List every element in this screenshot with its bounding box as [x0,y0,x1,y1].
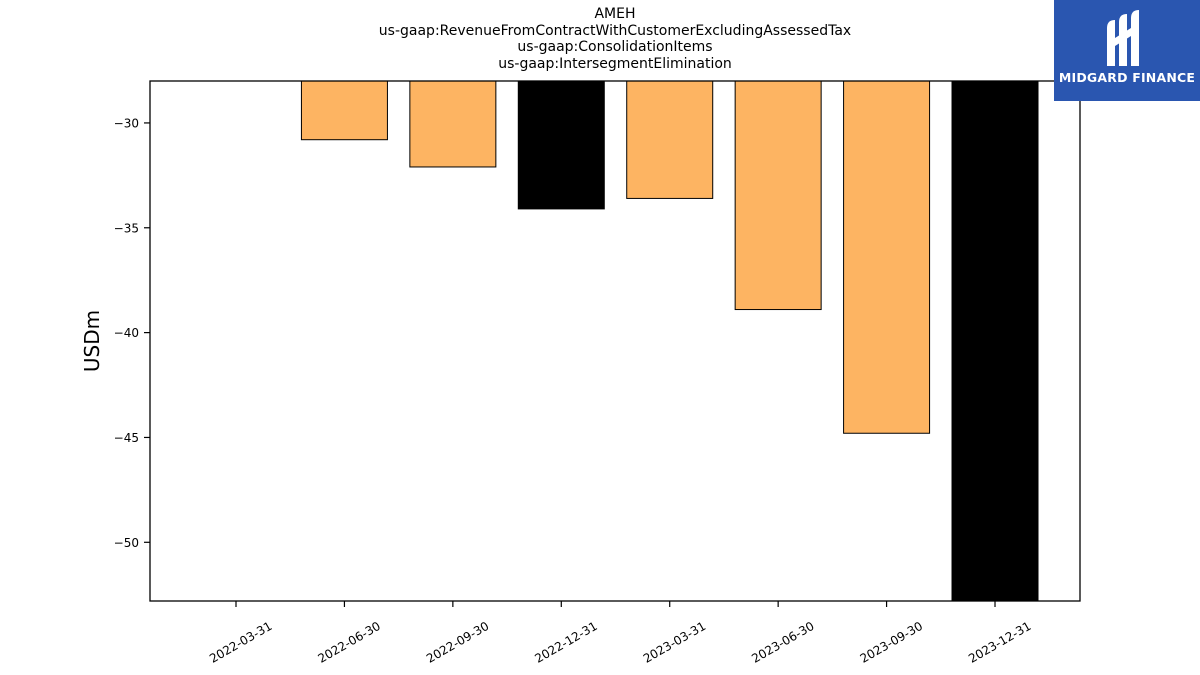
bar-2023-09-30 [843,80,931,434]
y-tick-label: −45 [114,431,139,445]
logo-mark-icon [1107,10,1139,66]
x-tick-label: 2023-12-31 [966,619,1033,666]
y-tick-label: −30 [114,116,139,130]
x-axis: 2022-03-31 2022-06-30 2022-09-30 2022-12-31… [207,601,1034,666]
x-tick-label: 2022-06-30 [316,619,383,666]
chart-title-line: us-gaap:RevenueFromContractWithCustomerE… [378,22,852,39]
plot-frame [149,80,1081,602]
bar-2023-06-30 [734,80,822,311]
x-tick-label: 2022-09-30 [424,619,491,666]
y-tick-label: −50 [114,536,139,550]
x-tick-label: 2023-09-30 [858,619,925,666]
chart-title: AMEH us-gaap:RevenueFromContractWithCust… [150,6,1080,72]
chart-title-line: AMEH [594,6,636,22]
bar-2022-09-30 [409,80,497,168]
bars-group [300,80,1039,602]
x-tick-label: 2023-06-30 [749,619,816,666]
x-tick-label: 2023-03-31 [641,619,708,666]
y-axis-label: USDm [80,310,104,372]
bar-2023-03-31 [626,80,714,199]
y-tick-label: −35 [114,221,139,235]
bar-2022-06-30 [300,80,388,141]
x-tick-label: 2022-12-31 [532,619,599,666]
bar-2023-12-31 [951,80,1039,602]
logo-text: MIDGARD FINANCE [1058,70,1196,85]
y-tick-label: −40 [114,326,139,340]
bar-2022-12-31 [517,80,605,210]
x-tick-label: 2022-03-31 [207,619,274,666]
brand-logo: MIDGARD FINANCE [1054,0,1200,101]
chart-title-line: us-gaap:IntersegmentElimination [498,55,732,72]
chart-title-line: us-gaap:ConsolidationItems [517,39,713,55]
y-axis: −30 −35 −40 −45 −50 [114,116,150,550]
